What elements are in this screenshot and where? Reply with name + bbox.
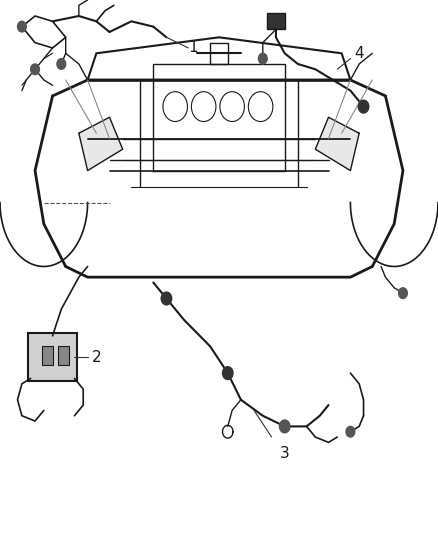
Circle shape [31,64,39,75]
Text: 4: 4 [354,46,364,61]
Text: 2: 2 [92,350,101,365]
Bar [58,346,69,365]
Circle shape [399,288,407,298]
Polygon shape [315,117,359,171]
Text: 1: 1 [188,41,198,55]
Text: 3: 3 [280,446,290,461]
Circle shape [279,420,290,433]
Circle shape [358,100,369,113]
Bar [42,346,53,365]
Bar [267,13,285,29]
Circle shape [18,21,26,32]
Circle shape [346,426,355,437]
Circle shape [258,53,267,64]
Circle shape [57,59,66,69]
Circle shape [223,367,233,379]
Polygon shape [79,117,123,171]
Circle shape [161,292,172,305]
FancyBboxPatch shape [28,333,77,381]
